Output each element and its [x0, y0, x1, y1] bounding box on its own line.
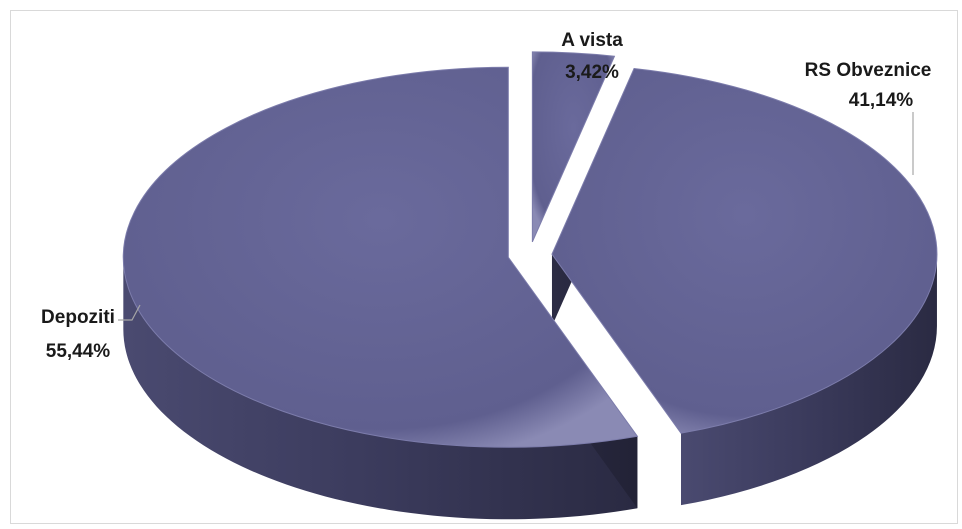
slice-label-value-a-vista: 3,42%	[565, 62, 619, 83]
slice-side-depoziti	[123, 257, 638, 520]
slice-label-name-depoziti: Depoziti	[41, 307, 115, 328]
slice-top-a-vista	[531, 51, 616, 243]
slice-label-value-rs-obveznice: 41,14%	[849, 90, 914, 111]
slice-a-vista	[531, 51, 616, 243]
slice-top-depoziti	[122, 66, 639, 448]
leader-line-depoziti	[118, 304, 141, 321]
slice-rs-obveznice	[551, 67, 938, 506]
slice-side-rs-obveznice	[681, 254, 937, 506]
slice-label-value-depoziti: 55,44%	[46, 341, 111, 362]
slice-label-name-a-vista: A vista	[561, 30, 623, 51]
slice-top-rs-obveznice	[551, 67, 938, 434]
slice-depoziti	[122, 66, 639, 520]
slice-label-name-rs-obveznice: RS Obveznice	[805, 60, 932, 81]
